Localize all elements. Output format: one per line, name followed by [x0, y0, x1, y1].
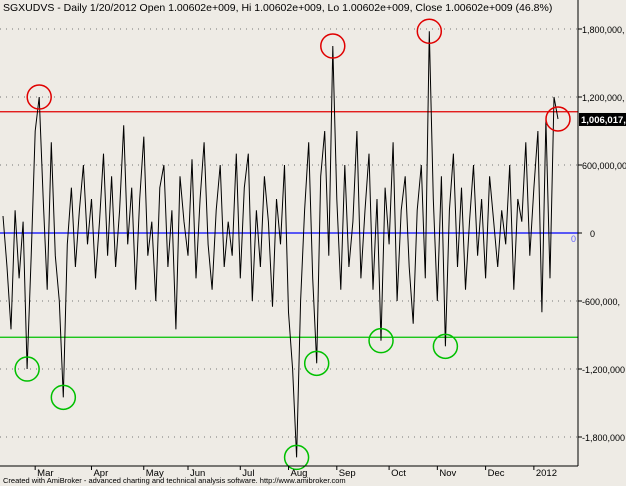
footer-credit: Created with AmiBroker - advanced charti… [3, 476, 346, 485]
zero-label: 0 [571, 234, 576, 244]
highlight-circle [432, 333, 459, 360]
y-tick-label: 1,200,000, [582, 93, 625, 103]
highlight-circle [50, 384, 77, 411]
y-tick-label: -600,000, [582, 297, 620, 307]
y-tick-label: 0 [590, 229, 595, 239]
x-tick-label: Aug [291, 468, 308, 479]
highlight-circle [320, 33, 346, 59]
y-tick-label: 1,800,000, [582, 25, 625, 35]
x-tick-label: Mar [37, 468, 53, 479]
x-tick-label: Oct [391, 468, 406, 479]
y-tick-label: 600,000,00 [582, 161, 626, 171]
highlight-circle [303, 350, 330, 377]
highlight-circle [26, 84, 52, 110]
y-tick-label: -1,200,000 [582, 365, 625, 375]
highlight-circle [545, 106, 571, 132]
last-value-label: 1,006,017, [581, 115, 626, 126]
x-tick-label: Jul [242, 468, 254, 479]
x-tick-label: Sep [339, 468, 356, 479]
x-tick-label: 2012 [536, 468, 557, 479]
highlight-circle [14, 356, 40, 382]
series-line [2, 31, 559, 458]
highlight-circle [368, 327, 394, 354]
chart-title: SGXUDVS - Daily 1/20/2012 Open 1.00602e+… [3, 2, 553, 14]
x-tick-label: May [146, 468, 164, 479]
y-tick-label: -1,800,000 [582, 433, 625, 443]
highlight-circle [416, 18, 443, 45]
x-tick-label: Nov [439, 468, 456, 479]
highlight-circle [283, 444, 310, 471]
x-tick-label: Apr [93, 468, 108, 479]
x-tick-label: Jun [190, 468, 205, 479]
last-value-badge [579, 112, 626, 126]
x-tick-label: Dec [488, 468, 505, 479]
